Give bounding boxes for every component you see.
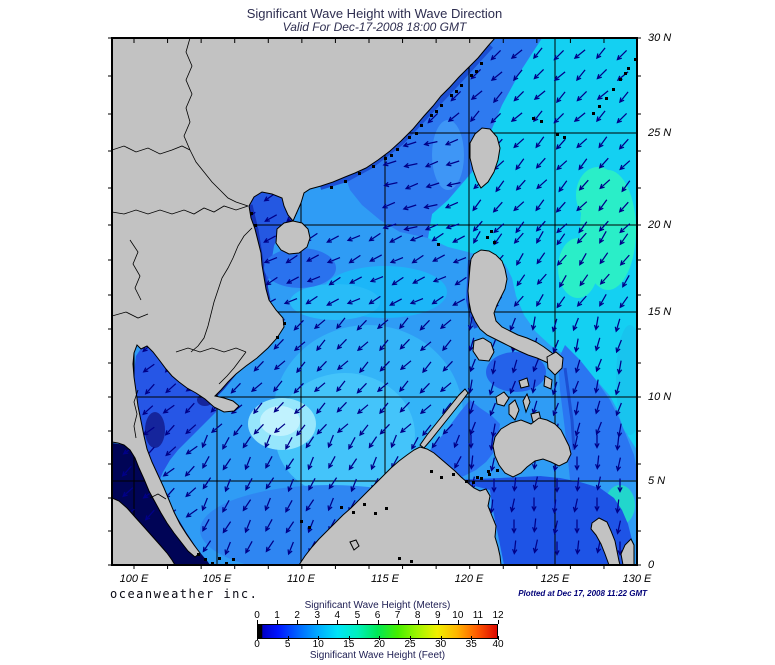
lat-label-4: 10 N [648, 391, 672, 403]
colorbar-feet-value-30: 30 [435, 639, 447, 650]
colorbar-tick [287, 636, 289, 640]
colorbar-meters-value-12: 12 [492, 610, 504, 621]
colorbar-tick [477, 620, 479, 624]
land-natuna [349, 539, 360, 551]
land-samar [546, 351, 564, 376]
axis-ticks [108, 37, 641, 569]
colorbar-tick [379, 636, 381, 640]
land-mindoro [472, 337, 495, 362]
colorbar-tick [317, 620, 319, 624]
lon-label-6: 130 E [622, 573, 652, 585]
colorbar-meters-value-2: 2 [294, 610, 300, 621]
colorbar-meters-title: Significant Wave Height (Meters) [304, 600, 451, 611]
colorbar-feet-value-0: 0 [254, 639, 260, 650]
oceanweather-logo-text: oceanweather inc. [110, 587, 259, 601]
colorbar-tick [498, 620, 499, 624]
colorbar-feet-value-35: 35 [465, 639, 477, 650]
colorbar-feet-value-40: 40 [492, 639, 504, 650]
land-sumatra [112, 497, 176, 565]
land-mindanao [492, 417, 572, 478]
lat-label-5: 5 N [648, 475, 666, 487]
colorbar-tick [257, 636, 258, 640]
land-sulawesi [590, 517, 621, 565]
map-frame [111, 37, 638, 566]
land-masbate [518, 377, 530, 389]
colorbar-tick [498, 636, 499, 640]
lat-label-1: 25 N [648, 127, 672, 139]
colorbar-tick [377, 620, 379, 624]
colorbar-tick [257, 620, 258, 624]
colorbar-meters-value-5: 5 [354, 610, 361, 621]
colorbar-meters-value-8: 8 [414, 610, 421, 621]
colorbar-tick [410, 636, 412, 640]
lon-label-1: 105 E [202, 573, 232, 585]
land-asia-mainland [112, 38, 496, 558]
colorbar-feet-value-20: 20 [373, 639, 385, 650]
colorbar-feet-value-25: 25 [404, 639, 416, 650]
valid-time-subtitle: Valid For Dec-17-2008 18:00 GMT [282, 20, 467, 34]
colorbar-feet-value-5: 5 [284, 639, 291, 650]
colorbar-tick [297, 620, 299, 624]
colorbar-meters-value-6: 6 [374, 610, 381, 621]
colorbar-feet-value-10: 10 [312, 639, 324, 650]
land-masses [112, 38, 635, 565]
lat-label-6: 0 [648, 559, 655, 571]
lon-label-5: 125 E [540, 573, 570, 585]
colorbar-tick [397, 620, 399, 624]
land-negros [508, 399, 520, 421]
colorbar-meters-value-9: 9 [434, 610, 441, 621]
land-borneo [298, 446, 502, 565]
colorbar-meters-value-10: 10 [452, 610, 464, 621]
colorbar-tick [471, 636, 473, 640]
land-sulawesi-2 [620, 538, 635, 565]
land-taiwan [469, 127, 501, 189]
colorbar-meters-value-1: 1 [274, 610, 280, 621]
colorbar-tick [457, 620, 459, 624]
plotted-timestamp: Plotted at Dec 17, 2008 11:22 GMT [518, 589, 647, 598]
colorbar-meters-value-11: 11 [472, 610, 484, 621]
lat-label-3: 15 N [648, 306, 672, 318]
land-hainan [275, 220, 311, 255]
island-specks [197, 58, 637, 565]
country-borders [112, 38, 253, 500]
colorbar-meters-value-4: 4 [334, 610, 341, 621]
land-leyte [543, 375, 553, 390]
lon-label-0: 100 E [119, 573, 149, 585]
lon-label-3: 115 E [371, 573, 399, 585]
colorbar-tick [318, 636, 320, 640]
lat-label-0: 30 N [648, 32, 672, 44]
lon-label-2: 110 E [287, 573, 315, 585]
colorbar-meters-value-0: 0 [254, 610, 260, 621]
lon-label-4: 120 E [454, 573, 484, 585]
page-title: Significant Wave Height with Wave Direct… [246, 6, 503, 21]
lat-label-2: 20 N [648, 219, 672, 231]
colorbar-tick [277, 620, 279, 624]
land-cebu [522, 392, 531, 414]
colorbar-tick [437, 620, 439, 624]
colorbar-tick [348, 636, 350, 640]
land-panay [495, 391, 510, 407]
colorbar-feet-value-15: 15 [343, 639, 355, 650]
colorbar-tick [440, 636, 442, 640]
colorbar-tick [337, 620, 339, 624]
colorbar-meters-value-3: 3 [314, 610, 321, 621]
colorbar-meters-value-7: 7 [394, 610, 401, 621]
colorbar-tick [417, 620, 419, 624]
colorbar-gradient [257, 624, 498, 639]
colorbar-feet-title: Significant Wave Height (Feet) [309, 650, 446, 661]
colorbar-tick [357, 620, 359, 624]
land-palawan [419, 388, 469, 449]
